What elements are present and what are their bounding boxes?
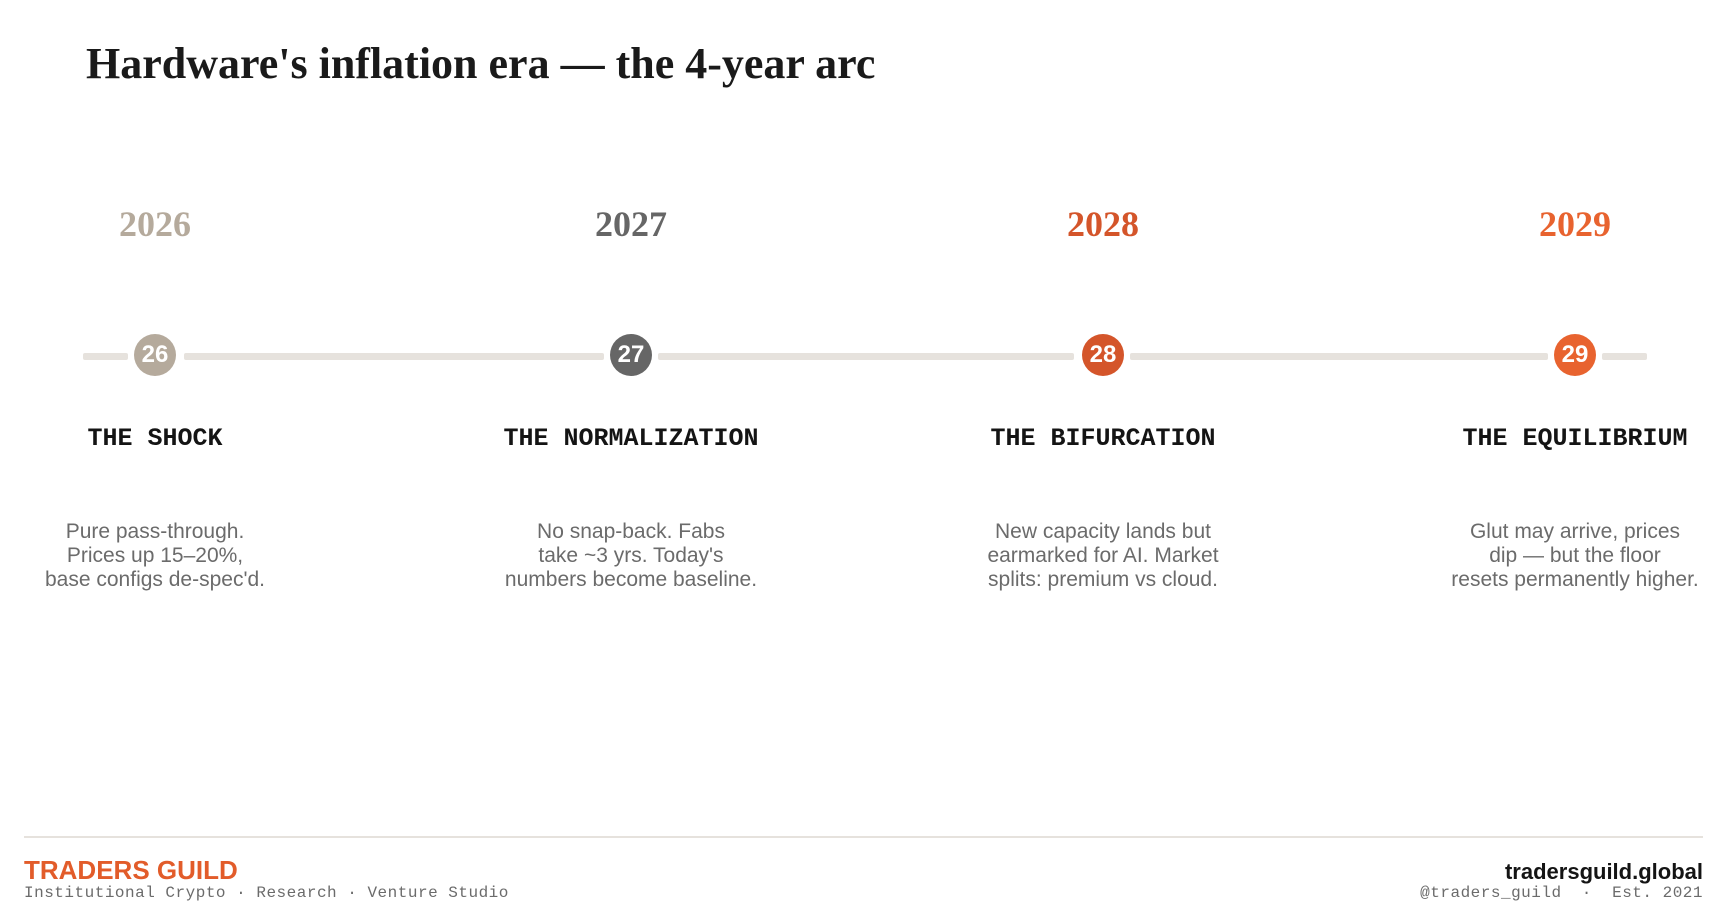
stage-description-line: resets permanently higher. (1451, 568, 1699, 591)
stage-year: 2027 (595, 204, 667, 244)
timeline-track-segment (658, 353, 1074, 360)
timeline: 2026 26 THE SHOCK Pure pass-through. Pri… (5, 0, 1725, 700)
brand-name: TRADERS GUILD (24, 855, 238, 885)
stage-description-line: No snap-back. Fabs (537, 520, 725, 543)
website-link[interactable]: tradersguild.global (1504, 859, 1703, 884)
stage-2029: 2029 29 THE EQUILIBRIUM Glut may arrive,… (1425, 0, 1725, 700)
stage-description: Glut may arrive, prices dip — but the fl… (1425, 520, 1725, 592)
stage-2027: 2027 27 THE NORMALIZATION No snap-back. … (481, 0, 781, 700)
stage-phase: THE NORMALIZATION (503, 424, 759, 453)
stage-description-line: Pure pass-through. (65, 520, 245, 543)
stage-year: 2026 (119, 204, 191, 244)
stage-2028: 2028 28 THE BIFURCATION New capacity lan… (953, 0, 1253, 700)
brand-tagline: Institutional Crypto · Research · Ventur… (24, 884, 509, 902)
page-title: Hardware's inflation era — the 4-year ar… (86, 39, 876, 88)
stage-marker: 26 (134, 334, 176, 376)
stage-description-line: earmarked for AI. Market (987, 544, 1219, 567)
stage-marker: 28 (1082, 334, 1124, 376)
timeline-track-segment (1602, 353, 1647, 360)
stage-description-line: dip — but the floor (1489, 544, 1661, 567)
stage-description-line: New capacity lands but (995, 520, 1211, 543)
stage-description-line: numbers become baseline. (504, 568, 758, 591)
stage-phase: THE SHOCK (87, 424, 223, 453)
timeline-track-segment (83, 353, 128, 360)
timeline-track-segment (1130, 353, 1548, 360)
timeline-track-segment (184, 353, 604, 360)
stage-marker: 27 (610, 334, 652, 376)
stage-description-line: take ~3 yrs. Today's (538, 544, 724, 567)
stage-description-line: Prices up 15–20%, (66, 544, 244, 567)
stage-description-line: Glut may arrive, prices (1469, 520, 1681, 543)
stage-description-line: base configs de-spec'd. (45, 568, 265, 591)
social-handle: @traders_guild · Est. 2021 (1420, 884, 1703, 902)
stage-year: 2028 (1067, 204, 1139, 244)
stage-phase: THE BIFURCATION (990, 424, 1216, 453)
footer-divider (24, 836, 1703, 838)
stage-2026: 2026 26 THE SHOCK Pure pass-through. Pri… (5, 0, 305, 700)
stage-marker: 29 (1554, 334, 1596, 376)
stage-description: No snap-back. Fabs take ~3 yrs. Today's … (481, 520, 781, 592)
stage-description: Pure pass-through. Prices up 15–20%, bas… (5, 520, 305, 592)
stage-year: 2029 (1539, 204, 1611, 244)
stage-description-line: splits: premium vs cloud. (988, 568, 1218, 591)
stage-description: New capacity lands but earmarked for AI.… (953, 520, 1253, 592)
stage-phase: THE EQUILIBRIUM (1462, 424, 1688, 453)
